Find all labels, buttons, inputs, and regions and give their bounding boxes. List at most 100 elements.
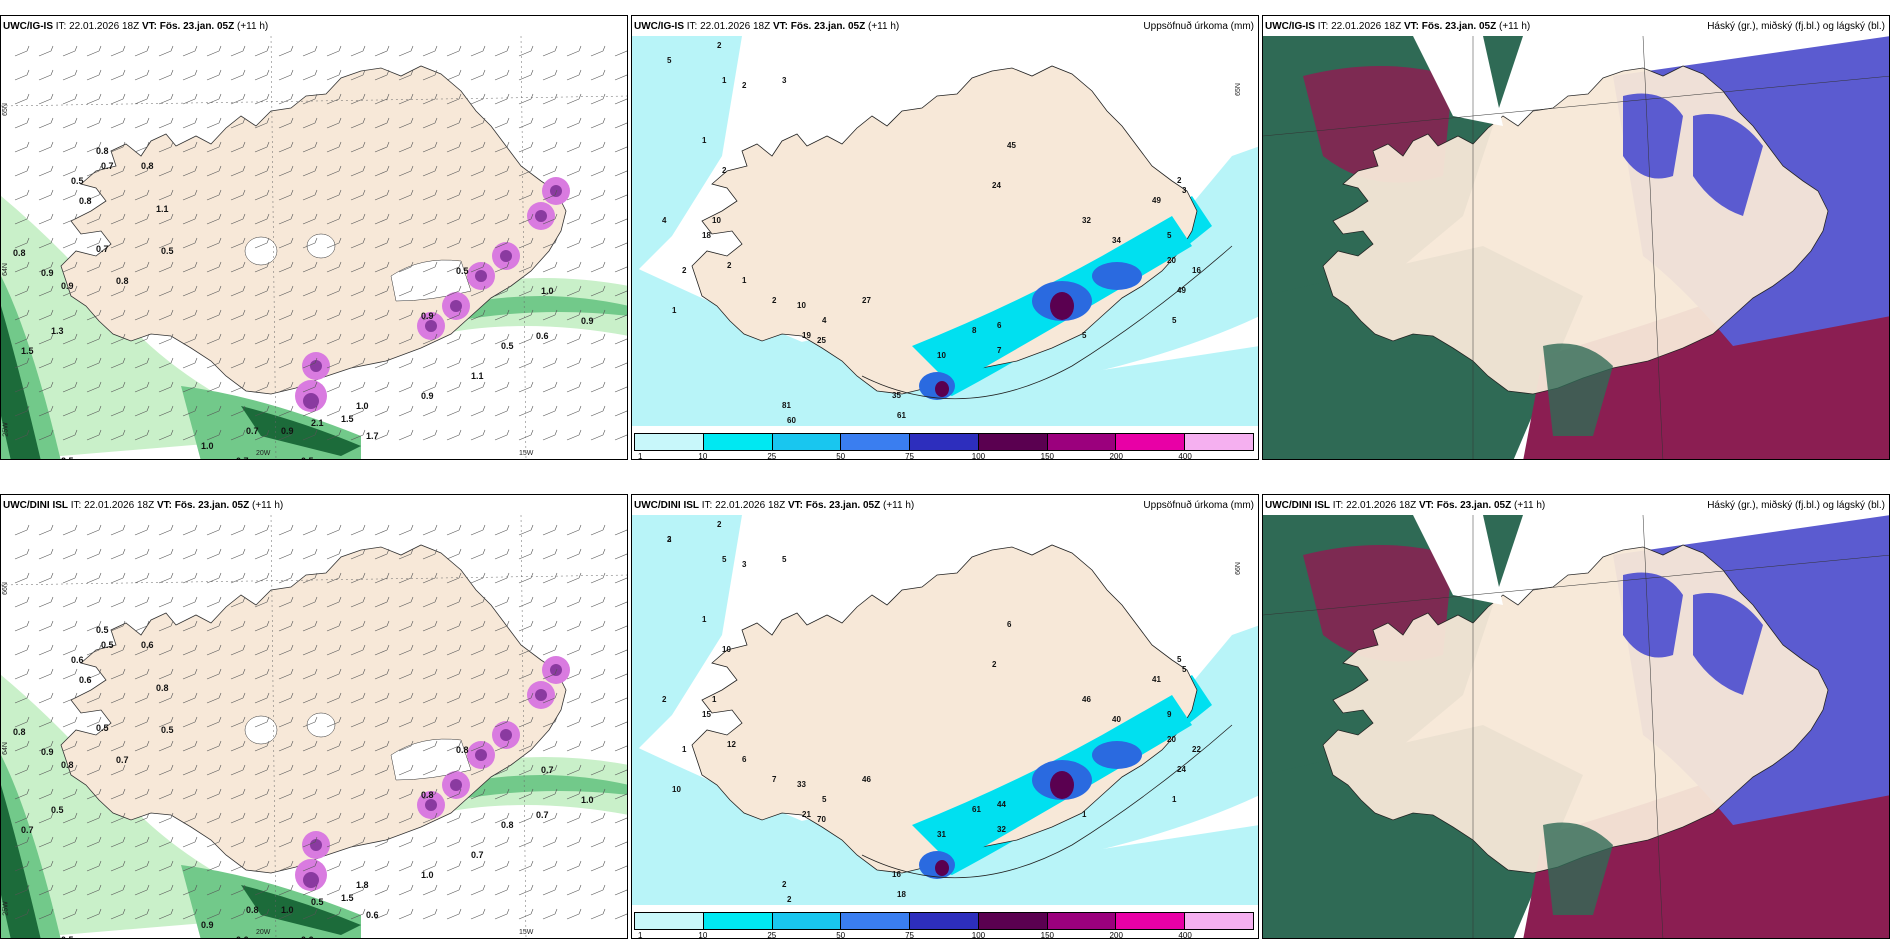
wind-barb	[98, 548, 102, 555]
precip-value-label: 1	[682, 745, 687, 754]
wind-barb	[446, 601, 460, 608]
wind-barb	[338, 548, 342, 555]
wind-barb	[14, 769, 28, 776]
wind-barb	[326, 314, 340, 321]
wind-barb	[458, 405, 462, 412]
map-wind	[1, 16, 627, 459]
wind-barb	[242, 285, 246, 292]
wind-barb	[614, 577, 627, 584]
precip-value-label: 2	[782, 880, 787, 889]
wind-barb	[134, 601, 148, 608]
wind-barb	[242, 357, 246, 364]
wind-barb	[590, 218, 604, 225]
wind-barb	[266, 860, 270, 867]
wind-barb	[170, 524, 174, 531]
wind-value-label: 0.7	[116, 755, 129, 765]
wind-barb	[110, 793, 124, 800]
wind-barb	[494, 434, 508, 441]
wind-barb	[290, 692, 294, 699]
panel-header: UWC/DINI ISL IT: 22.01.2026 18Z VT: Fös.…	[634, 500, 914, 511]
wind-barb	[314, 764, 318, 771]
wind-barb	[218, 141, 222, 148]
wind-barb	[146, 668, 150, 675]
wind-barb	[374, 913, 388, 920]
wind-barb	[614, 817, 627, 824]
wind-barb	[458, 884, 462, 891]
wind-barb	[386, 716, 390, 723]
wind-barb	[494, 98, 508, 105]
wind-barb	[302, 122, 316, 129]
wind-barb	[122, 668, 126, 675]
wind-barb	[14, 170, 28, 177]
wind-barb	[434, 309, 438, 316]
wind-barb	[518, 553, 532, 560]
wind-value-label: 0.6	[71, 655, 84, 665]
wind-barb	[458, 381, 462, 388]
wind-barb	[326, 50, 340, 57]
it-label: IT:	[701, 500, 713, 511]
wind-barb	[578, 620, 582, 627]
wind-barb	[602, 908, 606, 915]
wind-barb	[458, 309, 462, 316]
wind-barb	[326, 362, 340, 369]
wind-barb	[158, 242, 172, 249]
wind-barb	[74, 740, 78, 747]
wind-barb	[362, 908, 366, 915]
wind-barb	[338, 692, 342, 699]
wind-barb	[398, 649, 412, 656]
wind-barb	[338, 189, 342, 196]
wind-barb	[62, 338, 76, 345]
wind-barb	[302, 362, 316, 369]
wind-barb	[98, 524, 102, 531]
colorbar-tick: 25	[767, 931, 777, 939]
wind-barb	[194, 692, 198, 699]
colorbar-cells	[634, 912, 1254, 930]
wind-value-label: 1.8	[356, 880, 369, 890]
precip-value-label: 20	[1167, 735, 1176, 744]
wind-barb	[146, 740, 150, 747]
wind-barb	[302, 218, 316, 225]
wind-barb	[290, 836, 294, 843]
wind-barb	[74, 836, 78, 843]
wind-barb	[278, 242, 292, 249]
precip-value-label: 10	[937, 351, 946, 360]
wind-barb	[362, 333, 366, 340]
precip-value-label: 1	[702, 615, 707, 624]
precip-value-label: 5	[822, 795, 827, 804]
precip-value-label: 2	[1177, 176, 1182, 185]
wind-barb	[446, 338, 460, 345]
wind-barb	[134, 577, 148, 584]
wind-barb	[38, 146, 52, 153]
wind-barb	[122, 93, 126, 100]
wind-barb	[602, 692, 606, 699]
wind-barb	[74, 692, 78, 699]
wind-barb	[230, 841, 244, 848]
wind-barb	[86, 170, 100, 177]
wind-barb	[26, 93, 30, 100]
wind-barb	[170, 740, 174, 747]
wind-barb	[518, 50, 532, 57]
precip-value-label: 2	[742, 81, 747, 90]
wind-barb	[14, 529, 28, 536]
wind-barb	[410, 788, 414, 795]
wind-barb	[62, 314, 76, 321]
wind-barb	[566, 386, 580, 393]
wind-barb	[566, 649, 580, 656]
wind-value-label: 0.7	[541, 765, 554, 775]
wind-barb	[134, 625, 148, 632]
wind-barb	[434, 381, 438, 388]
wind-barb	[38, 386, 52, 393]
precip-value-label: 1	[742, 276, 747, 285]
wind-barb	[398, 290, 412, 297]
wind-barb	[278, 290, 292, 297]
wind-barb	[410, 620, 414, 627]
wind-barb	[614, 721, 627, 728]
wind-barb	[266, 189, 270, 196]
wind-barb	[326, 889, 340, 896]
wind-barb	[242, 189, 246, 196]
wind-barb	[158, 697, 172, 704]
wind-barb	[38, 314, 52, 321]
wind-band-light	[1, 196, 301, 459]
wind-barb	[554, 716, 558, 723]
wind-barb	[242, 429, 246, 436]
